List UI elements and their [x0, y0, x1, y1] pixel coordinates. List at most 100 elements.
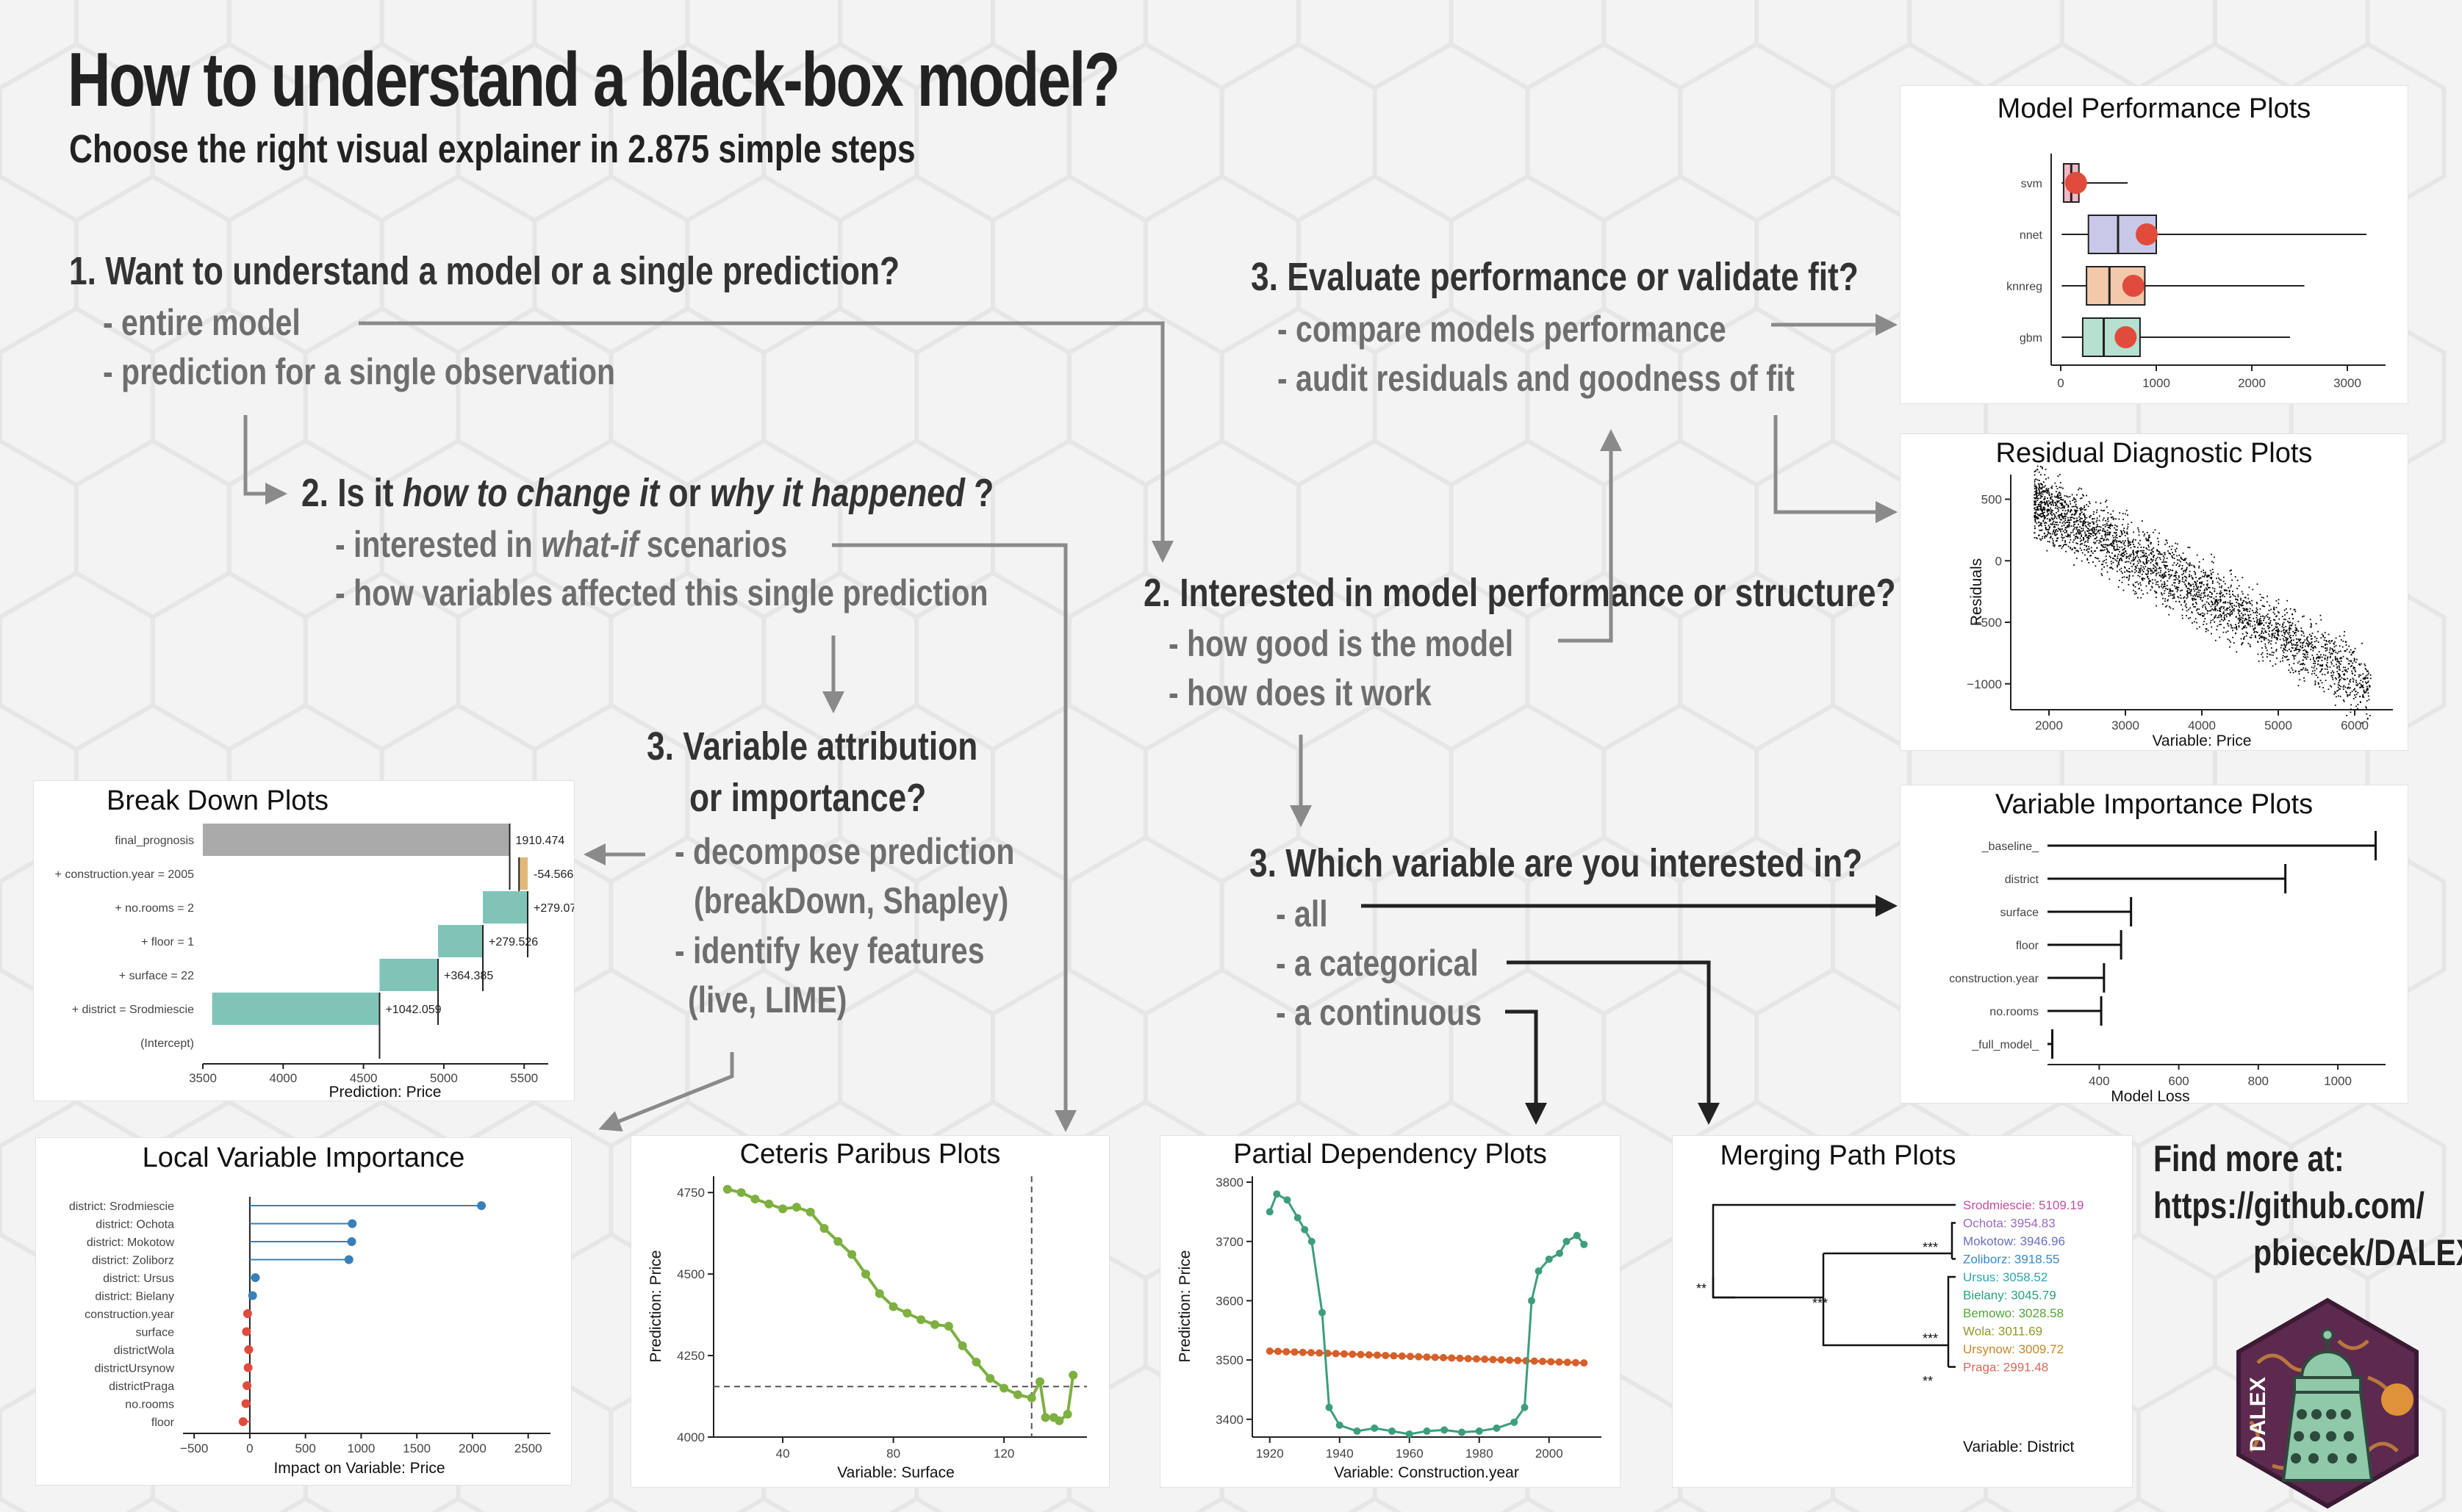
scatter-point [2169, 607, 2172, 609]
option-key-features[interactable]: - identify key features [675, 930, 985, 971]
scatter-point [2344, 679, 2346, 680]
find-more-url-line2[interactable]: pbiecek/DALEX [2253, 1232, 2462, 1273]
scatter-point [2164, 598, 2167, 600]
scatter-point [2100, 509, 2103, 511]
option-all[interactable]: - all [1276, 893, 1328, 935]
scatter-point [2074, 552, 2075, 554]
scatter-point [2265, 622, 2267, 624]
profile-point [861, 1270, 870, 1279]
scatter-point [2079, 508, 2081, 509]
scatter-point [2086, 536, 2088, 539]
dendrogram-top-cluster [1823, 1222, 1956, 1260]
scatter-point [2194, 573, 2196, 575]
scatter-point [2325, 644, 2326, 647]
pdp-point [1545, 1255, 1553, 1263]
scatter-point [2235, 624, 2236, 625]
scatter-point [2044, 503, 2046, 505]
option-how-good[interactable]: - how good is the model [1169, 623, 1514, 664]
scatter-point [2242, 627, 2244, 629]
scatter-point [2235, 616, 2237, 618]
scatter-point [2189, 616, 2192, 619]
scatter-point [2212, 572, 2214, 573]
scatter-point [2251, 604, 2253, 606]
scatter-point [2083, 538, 2085, 540]
scatter-point [2355, 705, 2357, 708]
scatter-point [2299, 679, 2301, 681]
scatter-point [2137, 550, 2139, 552]
scatter-point [2323, 654, 2325, 656]
scatter-point [2104, 530, 2106, 532]
scatter-point [2175, 542, 2177, 544]
scatter-point [2316, 668, 2318, 670]
scatter-point [2193, 606, 2195, 608]
scatter-point [2156, 591, 2158, 594]
scatter-point [2092, 527, 2094, 529]
profile-point [750, 1195, 760, 1204]
leaf-label: Ursus: 3058.52 [1963, 1270, 2048, 1284]
scatter-point [2244, 597, 2246, 598]
scatter-point [2128, 575, 2131, 577]
scatter-point [2192, 622, 2193, 624]
scatter-point [2058, 492, 2060, 494]
scatter-point [2203, 590, 2206, 592]
scatter-point [2255, 612, 2256, 613]
scatter-point [2039, 505, 2042, 507]
option-decompose-prediction[interactable]: - decompose prediction [675, 831, 1015, 872]
option-categorical[interactable]: - a categorical [1276, 943, 1479, 984]
scatter-point [2074, 501, 2075, 503]
scatter-point [2355, 684, 2357, 686]
scatter-point [2111, 545, 2114, 547]
scatter-point [2271, 624, 2273, 627]
scatter-point [2181, 614, 2183, 616]
scatter-point [2121, 577, 2123, 579]
scatter-point [2222, 613, 2225, 614]
scatter-point [2082, 537, 2084, 539]
option-audit-residuals[interactable]: - audit residuals and goodness of fit [1277, 358, 1795, 399]
scatter-point [2268, 610, 2270, 611]
option-variables-affected[interactable]: - how variables affected this single pre… [335, 572, 988, 613]
scatter-point [2177, 589, 2179, 591]
scatter-point [2047, 541, 2049, 542]
scatter-point [2082, 494, 2084, 496]
find-more-url-line1[interactable]: https://github.com/ [2153, 1185, 2425, 1226]
significance-stars: *** [1923, 1331, 1938, 1346]
scatter-point [2304, 657, 2306, 658]
category-label: floor [151, 1416, 175, 1429]
scatter-point [2107, 520, 2109, 522]
pdp-point-linear [1390, 1352, 1398, 1360]
scatter-point [2169, 574, 2170, 576]
scatter-point [2171, 574, 2172, 576]
mean-point [2136, 223, 2158, 245]
scatter-point [2072, 525, 2075, 528]
scatter-point [2041, 525, 2042, 527]
scatter-point [2275, 622, 2277, 624]
option-what-if[interactable]: - interested in what-if scenarios [335, 523, 787, 566]
scatter-point [2142, 566, 2145, 568]
scatter-point [2136, 564, 2138, 566]
scatter-point [2258, 635, 2260, 637]
scatter-point [2272, 611, 2275, 613]
scatter-point [2114, 549, 2116, 551]
option-entire-model[interactable]: - entire model [103, 302, 301, 343]
scatter-point [2125, 513, 2126, 515]
scatter-point [2292, 630, 2294, 633]
scatter-point [2105, 562, 2107, 564]
pdp-point-linear [1332, 1350, 1340, 1358]
option-single-prediction[interactable]: - prediction for a single observation [103, 351, 616, 392]
option-compare-models[interactable]: - compare models performance [1277, 309, 1726, 350]
scatter-point [2198, 626, 2200, 628]
option-how-works[interactable]: - how does it work [1169, 672, 1432, 713]
opt-what-if-pre: - interested in [335, 524, 542, 565]
scatter-point [2282, 655, 2284, 657]
scatter-point [2169, 590, 2171, 592]
option-continuous[interactable]: - a continuous [1276, 992, 1482, 1033]
scatter-point [2150, 570, 2152, 572]
scatter-point [2075, 521, 2078, 523]
scatter-point [2192, 603, 2194, 605]
scatter-point [2125, 550, 2127, 552]
hexagon-cell [1678, 41, 1836, 223]
scatter-point [2146, 563, 2147, 564]
scatter-point [2125, 552, 2128, 555]
scatter-point [2125, 569, 2128, 572]
scatter-point [2151, 561, 2153, 562]
